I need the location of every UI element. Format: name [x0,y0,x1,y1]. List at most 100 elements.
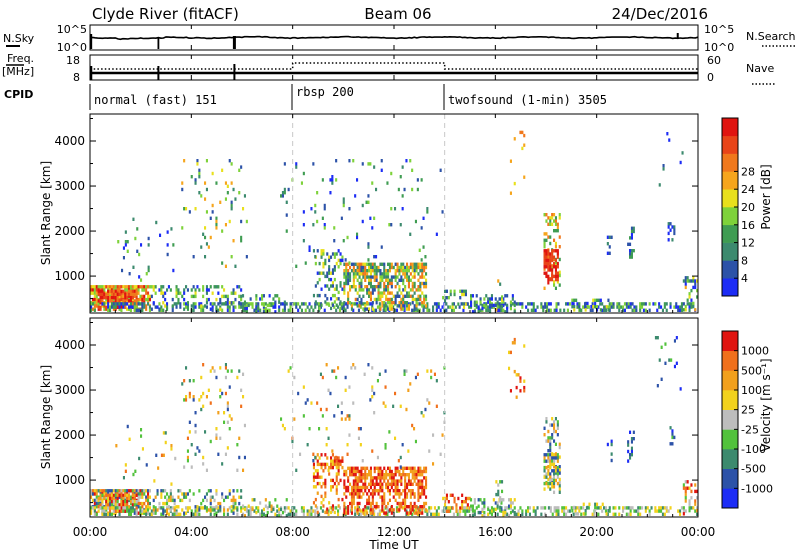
heatmap-cell [545,453,548,457]
x-tick-label: 08:00 [275,525,310,539]
heatmap-cell [164,431,167,435]
heatmap-cell [131,503,134,507]
heatmap-cell [126,307,129,311]
heatmap-cell [694,282,697,286]
heatmap-cell [107,292,110,297]
heatmap-cell [234,297,237,302]
heatmap-cell [396,269,399,273]
heatmap-cell [406,482,409,486]
heatmap-cell [215,436,218,440]
heatmap-cell [546,308,549,312]
heatmap-cell [145,304,148,308]
heatmap-cell [152,498,155,503]
heatmap-cell [221,492,224,496]
heatmap-cell [679,305,682,309]
heatmap-cell [684,492,687,497]
heatmap-cell [109,308,112,312]
heatmap-cell [373,288,376,292]
heatmap-cell [417,294,420,298]
heatmap-cell [328,258,331,263]
heatmap-cell [543,475,546,479]
heatmap-cell [331,478,334,483]
heatmap-cell [542,308,545,312]
heatmap-cell [679,387,682,391]
heatmap-cell [217,285,220,289]
heatmap-cell [692,301,695,306]
heatmap-cell [373,275,376,279]
heatmap-cell [511,302,514,306]
heatmap-cell [116,296,119,300]
heatmap-cell [464,289,467,293]
heatmap-cell [425,485,428,490]
heatmap-cell [557,302,560,306]
heatmap-cell [682,279,685,283]
heatmap-cell [137,291,140,295]
heatmap-cell [217,452,220,456]
heatmap-cell [413,269,416,273]
heatmap-cell [547,449,550,453]
heatmap-cell [679,160,682,165]
heatmap-cell [379,262,382,266]
heatmap-cell [464,302,467,306]
heatmap-cell [536,305,539,309]
heatmap-cell [411,262,414,266]
heatmap-cell [128,437,131,441]
heatmap-cell [95,505,98,509]
heatmap-cell [373,165,376,169]
heatmap-cell [339,306,342,311]
heatmap-cell [200,506,203,510]
heatmap-cell [386,305,389,309]
heatmap-cell [468,506,471,510]
heatmap-cell [357,506,360,510]
heatmap-cell [131,495,134,499]
heatmap-cell [141,501,144,506]
heatmap-cell [350,495,353,499]
heatmap-cell [409,159,412,163]
heatmap-cell [565,512,568,516]
heatmap-cell [508,350,511,355]
heatmap-cell [118,305,121,309]
heatmap-cell [131,285,134,289]
heatmap-cell [105,297,108,302]
heatmap-cell [350,469,353,474]
heatmap-cell [483,297,486,301]
heatmap-cell [95,285,98,289]
heatmap-cell [496,512,499,516]
heatmap-cell [349,482,352,486]
heatmap-cell [183,492,186,496]
heatmap-cell [198,489,201,493]
heatmap-cell [230,162,233,166]
heatmap-cell [369,265,372,270]
heatmap-cell [90,285,93,289]
heatmap-cell [364,272,367,276]
heatmap-cell [205,210,208,214]
heatmap-cell [554,268,557,272]
heatmap-cell [314,261,317,266]
heatmap-cell [310,305,313,309]
heatmap-cell [411,269,414,273]
heatmap-cell [459,506,462,510]
heatmap-cell [571,301,574,306]
heatmap-cell [554,286,557,290]
heatmap-cell [416,372,419,376]
colorbar-tick-label: 16 [741,219,755,232]
heatmap-cell [137,498,140,503]
heatmap-cell [543,245,546,249]
heatmap-cell [350,302,353,306]
heatmap-cell [669,222,672,226]
time-axis: 00:00 04:00 08:00 12:00 16:00 20:00 00:00 [73,25,715,539]
heatmap-cell [556,456,559,460]
heatmap-cell [249,506,252,510]
heatmap-cell [211,171,214,176]
heatmap-cell [379,294,382,298]
heatmap-cell [341,287,344,291]
heatmap-cell [411,308,414,312]
heatmap-cell [356,466,359,470]
heatmap-cell [226,369,229,373]
heatmap-cell [425,479,428,483]
heatmap-cell [506,303,509,308]
heatmap-cell [116,509,119,513]
heatmap-cell [93,285,96,289]
heatmap-cell [90,495,93,499]
heatmap-cell [217,291,220,295]
